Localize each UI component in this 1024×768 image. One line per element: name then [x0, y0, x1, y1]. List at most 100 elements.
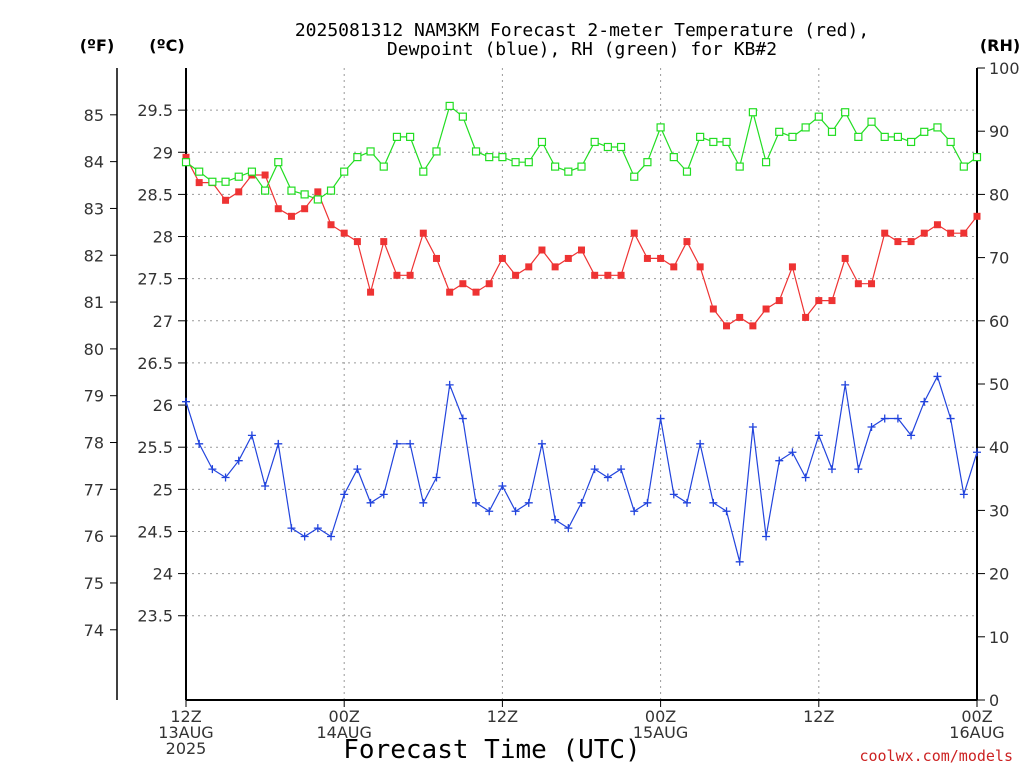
temperature-marker [274, 205, 282, 213]
temperature-marker [301, 205, 309, 213]
temperature-marker [894, 238, 902, 246]
rh-marker [379, 162, 388, 171]
dewpoint-marker [722, 507, 731, 516]
celsius-tick-label: 26 [153, 396, 173, 415]
temperature-marker [380, 238, 388, 246]
rh-marker [247, 167, 257, 176]
dewpoint-marker [432, 473, 441, 482]
dewpoint-marker [577, 498, 586, 507]
x-tick-label: 00Z [645, 707, 676, 726]
fahrenheit-tick-label: 76 [84, 527, 104, 546]
rh-tick-label: 60 [989, 312, 1009, 331]
x-axis-title: Forecast Time (UTC) [343, 735, 640, 765]
rh-marker [841, 108, 850, 117]
fahrenheit-unit-label: (ºF) [80, 36, 115, 55]
dewpoint-marker [379, 490, 388, 499]
dewpoint-marker [445, 380, 454, 389]
temperature-marker [367, 288, 375, 296]
temperature-marker [498, 254, 506, 262]
rh-tick-label: 30 [989, 501, 1009, 520]
temperature-marker [907, 238, 915, 246]
dewpoint-marker [603, 473, 612, 482]
temperature-marker [353, 238, 361, 246]
rh-tick-label: 50 [989, 375, 1009, 394]
temperature-marker [340, 229, 348, 237]
x-tick-label: 00Z [329, 707, 360, 726]
temperature-marker [960, 229, 968, 237]
celsius-tick-label: 24 [153, 565, 173, 584]
temperature-marker [538, 246, 546, 254]
data-series [181, 101, 982, 566]
rh-marker [340, 167, 349, 176]
rh-marker [313, 195, 322, 204]
celsius-tick-label: 25.5 [137, 438, 173, 457]
temperature-marker [696, 263, 704, 271]
rh-marker [682, 167, 692, 176]
rh-tick-label: 70 [989, 249, 1009, 268]
rh-marker [274, 158, 283, 167]
rh-marker [669, 153, 678, 162]
rh-marker [537, 137, 547, 147]
chart-title-line-2: Dewpoint (blue), RH (green) for KB#2 [387, 39, 777, 60]
dewpoint-marker [327, 532, 336, 541]
rh-marker [485, 153, 494, 162]
rh-marker [590, 137, 599, 147]
dewpoint-marker [300, 532, 309, 541]
rh-marker [906, 137, 916, 147]
rh-marker [854, 132, 863, 141]
dewpoint-marker [682, 498, 691, 507]
temperature-marker [419, 229, 427, 237]
rh-tick-label: 20 [989, 565, 1009, 584]
fahrenheit-tick-label: 79 [84, 387, 104, 406]
rh-tick-label: 80 [989, 185, 1009, 204]
dewpoint-marker [208, 465, 217, 474]
celsius-tick-label: 23.5 [137, 607, 173, 626]
temperature-marker [947, 229, 955, 237]
fahrenheit-tick-label: 83 [84, 199, 104, 218]
celsius-tick-label: 28 [153, 228, 173, 247]
temperature-marker [287, 212, 295, 220]
temperature-marker [657, 254, 665, 262]
dewpoint-marker [735, 557, 744, 566]
rh-marker [524, 158, 533, 167]
fahrenheit-tick-label: 85 [84, 106, 104, 125]
dewpoint-marker [893, 414, 902, 423]
celsius-tick-label: 24.5 [137, 522, 173, 541]
dewpoint-marker [920, 397, 929, 406]
temperature-marker [525, 263, 533, 271]
temperature-marker [683, 238, 691, 246]
dewpoint-marker [973, 448, 981, 457]
rh-marker [616, 142, 626, 152]
rh-marker [392, 132, 402, 141]
temperature-marker [551, 263, 559, 271]
dewpoint-marker [511, 507, 520, 516]
fahrenheit-tick-label: 77 [84, 480, 104, 499]
rh-marker [959, 162, 968, 171]
dewpoint-marker [406, 439, 415, 448]
rh-marker [261, 186, 270, 195]
dewpoint-marker [458, 414, 467, 423]
rh-marker [880, 132, 889, 141]
dewpoint-marker [564, 524, 573, 533]
temperature-marker [406, 271, 414, 279]
rh-tick-label: 90 [989, 122, 1009, 141]
temperature-marker [393, 271, 401, 279]
celsius-unit-label: (ºC) [149, 36, 184, 55]
dewpoint-marker [696, 439, 705, 448]
temperature-marker [723, 322, 731, 330]
rh-marker [471, 147, 481, 156]
rh-marker [814, 112, 823, 121]
dewpoint-marker [933, 372, 942, 381]
dewpoint-marker [709, 498, 718, 507]
celsius-tick-label: 29.5 [137, 101, 173, 120]
dewpoint-marker [340, 490, 349, 499]
temperature-marker [327, 221, 335, 229]
temperature-marker [788, 263, 796, 271]
celsius-tick-label: 27 [153, 312, 173, 331]
temperature-marker [591, 271, 599, 279]
temperature-marker [736, 313, 744, 321]
dewpoint-marker [313, 524, 322, 533]
dewpoint-marker [775, 456, 784, 465]
rh-marker [748, 108, 757, 117]
